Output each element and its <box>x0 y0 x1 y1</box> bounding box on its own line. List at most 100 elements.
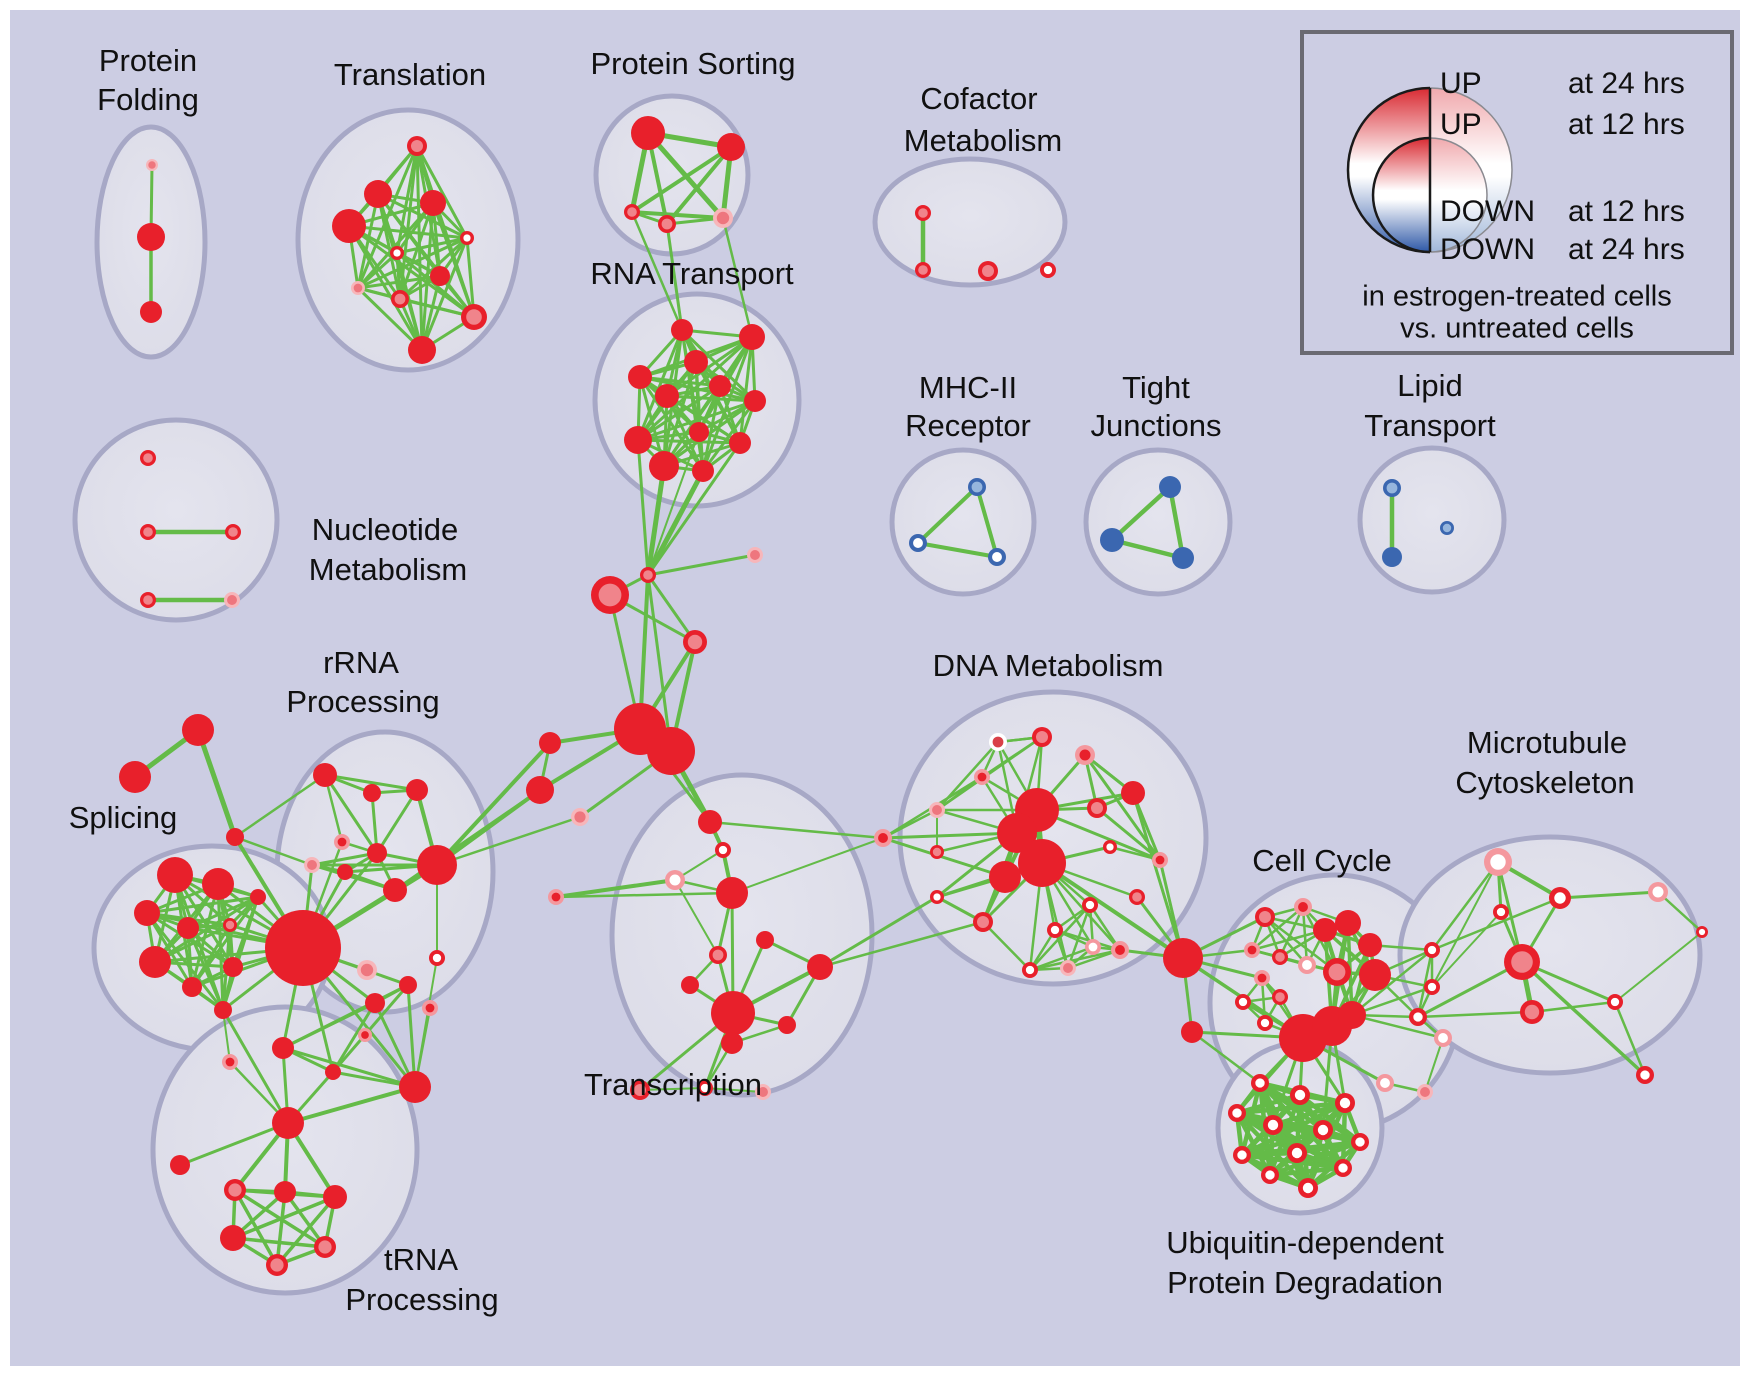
network-edge <box>1190 1030 1262 1085</box>
network-node-rt12 <box>692 460 714 482</box>
network-node-t8 <box>351 281 365 295</box>
network-node-ta2 <box>119 761 151 793</box>
network-node-rr8 <box>383 878 407 902</box>
network-edge <box>1416 1010 1534 1019</box>
network-node-dm3 <box>1075 745 1095 765</box>
network-edge <box>1350 985 1434 1017</box>
network-node-tn1 <box>272 1107 304 1139</box>
network-edge <box>731 837 884 894</box>
cluster-label-protein-folding: Protein <box>99 43 197 78</box>
network-node-rr15 <box>325 1064 341 1080</box>
network-node-dm15 <box>1082 897 1098 913</box>
network-edge <box>721 216 754 339</box>
network-node-sp10 <box>214 1001 232 1019</box>
network-edge <box>370 791 379 855</box>
network-edge <box>231 1195 337 1240</box>
network-node-tn2 <box>224 1179 246 1201</box>
network-node-ub2 <box>1290 1085 1310 1105</box>
network-node-dm17 <box>1085 939 1101 955</box>
network-node-t2 <box>364 180 392 208</box>
network-node-tj3 <box>1172 547 1194 569</box>
network-node-t1 <box>407 136 427 156</box>
network-node-mt7 <box>1648 882 1668 902</box>
network-edge <box>286 1085 417 1125</box>
network-node-tn7 <box>266 1254 288 1276</box>
network-node-tx13 <box>630 1080 650 1100</box>
network-edge <box>981 920 1032 972</box>
network-node-tx1 <box>698 810 722 834</box>
network-node-cc5 <box>1298 956 1316 974</box>
network-node-rr1 <box>313 763 337 787</box>
network-edge <box>323 773 419 792</box>
network-node-cf1 <box>915 205 931 221</box>
network-node-dm19 <box>1022 962 1038 978</box>
network-node-sp8 <box>223 957 243 977</box>
legend: UP at 24 hrs UP at 12 hrs DOWN at 12 hrs DOWN a… <box>1300 30 1734 355</box>
network-node-rr2 <box>363 784 381 802</box>
network-node-tx14 <box>697 1080 713 1096</box>
network-node-ps2 <box>717 133 745 161</box>
cluster-label-ubiquitin-degradation: Ubiquitin-dependent <box>1166 1225 1444 1260</box>
network-edge <box>1040 861 1185 960</box>
network-node-rb3 <box>571 808 589 826</box>
network-edge <box>554 891 734 899</box>
network-edge <box>1350 948 1434 1017</box>
network-edge <box>375 788 419 855</box>
legend-time-label-0: at 24 hrs <box>1568 67 1685 100</box>
network-node-lp3 <box>1440 521 1454 535</box>
network-node-ub9 <box>1287 1143 1307 1163</box>
network-node-sp9 <box>250 889 266 905</box>
network-edge <box>1239 1127 1326 1158</box>
network-node-rr4 <box>334 834 350 850</box>
cluster-label-dna-metabolism: DNA Metabolism <box>933 648 1164 683</box>
cluster-label-rna-transport: RNA Transport <box>590 256 794 291</box>
cluster-label-ubiquitin-degradation: Protein Degradation <box>1167 1265 1443 1300</box>
network-edge <box>645 468 706 578</box>
network-node-ub12 <box>1298 1178 1318 1198</box>
network-node-cc9 <box>1359 959 1391 991</box>
network-edge <box>1028 945 1095 972</box>
network-edge <box>1416 960 1524 1019</box>
cluster-label-tight-junctions: Tight <box>1122 370 1190 405</box>
network-edge <box>1234 1100 1348 1116</box>
network-edge <box>1430 860 1500 952</box>
network-edge <box>275 1190 287 1267</box>
network-node-mh1 <box>968 478 986 496</box>
network-edge <box>636 399 757 442</box>
network-node-dm8 <box>930 845 944 859</box>
network-edge <box>647 431 700 576</box>
network-edge <box>356 286 424 352</box>
network-edge <box>347 224 469 240</box>
labels-layer: Protein Folding Translation Protein Sorting… <box>69 43 1635 1317</box>
network-edge <box>145 895 260 915</box>
network-edge <box>1267 1165 1346 1178</box>
network-node-cc16 <box>1424 979 1440 995</box>
legend-time-label-2: at 12 hrs <box>1568 195 1685 228</box>
network-node-lp1 <box>1383 479 1401 497</box>
network-node-dmb <box>874 829 892 847</box>
network-node-tx3 <box>665 870 685 890</box>
network-edge <box>1131 791 1185 960</box>
network-node-ub6 <box>1313 1120 1333 1140</box>
network-edge <box>356 274 442 290</box>
network-node-dm9 <box>930 890 944 904</box>
network-node-rb2 <box>526 776 554 804</box>
cluster-label-lipid-transport: Lipid <box>1397 368 1463 403</box>
network-node-ta3 <box>226 828 244 846</box>
network-node-c4 <box>683 630 707 654</box>
network-node-c1 <box>640 567 656 583</box>
network-node-rr5 <box>304 857 320 873</box>
network-edge <box>708 820 885 840</box>
network-node-t10 <box>461 304 487 330</box>
network-node-sp4 <box>177 917 199 939</box>
network-edge <box>1035 808 1162 862</box>
network-edge <box>145 911 194 989</box>
cluster-label-cell-cycle: Cell Cycle <box>1252 843 1392 878</box>
network-edge <box>395 251 476 319</box>
network-edge <box>1614 931 1703 1003</box>
network-edge <box>636 328 684 442</box>
network-edge <box>1250 928 1327 952</box>
network-node-mt8 <box>1696 926 1708 938</box>
network-edge <box>645 463 667 578</box>
